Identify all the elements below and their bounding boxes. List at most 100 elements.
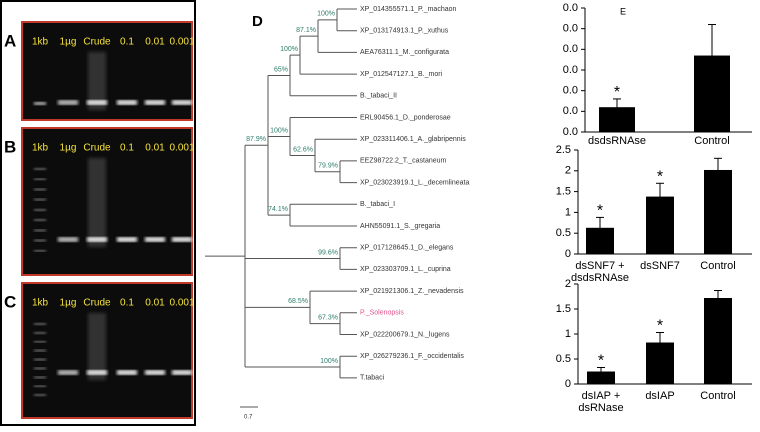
bootstrap-label: 100% xyxy=(320,358,338,365)
lane-label: 0.1 xyxy=(120,37,134,48)
bootstrap-label: 99.6% xyxy=(318,249,338,256)
leaf-label: XP_023023919.1_L._decemlineata xyxy=(360,179,469,186)
leaf-label: B._tabaci_I xyxy=(360,201,395,208)
y-tick-label: 0 xyxy=(565,378,571,390)
lane-label: 0.01 xyxy=(145,143,165,154)
ladder-band xyxy=(34,208,46,211)
lane-label: 0.01 xyxy=(145,298,165,309)
dna-band xyxy=(87,237,107,242)
ladder-band xyxy=(34,219,46,222)
dna-band xyxy=(145,237,165,242)
lane-label: 0.001 xyxy=(169,298,194,309)
y-tick-label: 0.0 xyxy=(563,105,578,117)
ladder-band xyxy=(34,394,46,397)
y-tick-label: 0.0 xyxy=(563,64,578,76)
lane-label: 0.01 xyxy=(145,37,165,48)
gel-image xyxy=(21,127,193,276)
ladder-band xyxy=(34,229,46,232)
smear xyxy=(88,52,106,110)
y-tick-label: 0.0 xyxy=(563,43,578,55)
bootstrap-label: 100% xyxy=(317,11,335,18)
y-tick-label: 0 xyxy=(565,248,571,260)
significance-mark: * xyxy=(597,203,603,220)
y-tick-label: 1 xyxy=(565,328,571,340)
leaf-label: XP_023311406.1_A._glabripennis xyxy=(360,136,466,143)
ladder-band xyxy=(34,239,46,242)
ladder-band xyxy=(34,198,46,201)
bootstrap-label: 68.5% xyxy=(288,298,308,305)
leaf-label: B._tabaci_II xyxy=(360,93,397,100)
ladder-band xyxy=(34,376,46,379)
x-tick-label: dsSNF7 + dsdsRNAse xyxy=(570,260,630,284)
leaf-label: XP_013174913.1_P._xuthus xyxy=(360,28,449,35)
smear xyxy=(88,158,106,247)
chart-title: E xyxy=(620,6,626,16)
x-tick-label: dsSNF7 xyxy=(640,260,680,272)
leaf-label: XP_021921306.1_Z._nevadensis xyxy=(360,288,464,295)
panel-letter: D xyxy=(252,13,263,30)
bar xyxy=(704,169,732,254)
y-tick-label: 2 xyxy=(565,165,571,177)
x-tick-label: dsIAP xyxy=(645,390,675,402)
bootstrap-label: 87.1% xyxy=(296,27,316,34)
ladder-band xyxy=(34,188,46,191)
lane-label: 1µg xyxy=(60,143,77,154)
ladder-band xyxy=(34,340,46,343)
gel-letter: A xyxy=(4,31,16,50)
lane-label: 0.1 xyxy=(120,143,134,154)
gel-frame xyxy=(0,0,196,426)
x-tick-label: Control xyxy=(700,390,736,402)
bootstrap-label: 67.3% xyxy=(318,314,338,321)
lane-label: Crude xyxy=(83,143,111,154)
lane-label: 0.001 xyxy=(169,37,194,48)
leaf-label: XP_022200679.1_N._lugens xyxy=(360,331,450,338)
lane-label: 1µg xyxy=(60,298,77,309)
significance-mark: * xyxy=(614,84,620,101)
y-tick-label: 0.0 xyxy=(563,2,578,14)
y-tick-label: 2 xyxy=(565,278,571,290)
y-tick-label: 0.0 xyxy=(563,23,578,35)
bootstrap-label: 100% xyxy=(280,46,298,53)
lane-label: Crude xyxy=(83,37,111,48)
leaf-label: ERL90456.1_D._ponderosae xyxy=(360,114,451,121)
ladder-band xyxy=(34,323,46,325)
lane-label: 1µg xyxy=(60,37,77,48)
significance-mark: * xyxy=(598,353,604,370)
dna-band xyxy=(172,237,192,242)
leaf-label: XP_012547127.1_B._mori xyxy=(360,71,443,78)
x-tick-label: dsdsRNAse xyxy=(587,135,647,147)
lane-label: 1kb xyxy=(32,37,49,48)
dna-band xyxy=(87,100,107,105)
y-tick-label: 0.5 xyxy=(556,353,571,365)
x-tick-label: Control xyxy=(700,260,736,272)
y-tick-label: 0.0 xyxy=(563,126,578,138)
ladder-band xyxy=(34,168,46,170)
leaf-label: P._Solenopsis xyxy=(360,310,404,317)
ladder-band xyxy=(34,331,46,334)
y-tick-label: 0.0 xyxy=(563,85,578,97)
bootstrap-label: 100% xyxy=(270,127,288,134)
bootstrap-label: 62.6% xyxy=(293,146,313,153)
x-tick-label: Control xyxy=(694,135,730,147)
ladder-band xyxy=(34,178,46,181)
lane-label: 0.1 xyxy=(120,298,134,309)
dna-band xyxy=(87,370,107,375)
lane-label: 0.001 xyxy=(169,143,194,154)
dna-band xyxy=(145,370,165,375)
ladder-band xyxy=(34,249,46,252)
y-tick-label: 1 xyxy=(565,206,571,218)
ladder-band xyxy=(34,102,46,105)
leaf-label: XP_017128645.1_D._elegans xyxy=(360,245,454,252)
dna-band xyxy=(172,370,192,375)
leaf-label: XP_023303709.1_L._cuprina xyxy=(360,266,451,273)
dna-band xyxy=(145,100,165,105)
bar xyxy=(587,371,615,384)
lane-label: 1kb xyxy=(32,143,49,154)
dna-band xyxy=(58,237,78,242)
significance-mark: * xyxy=(657,318,663,335)
leaf-label: EEZ98722.2_T._castaneum xyxy=(360,158,447,165)
bar xyxy=(704,298,732,384)
leaf-label: T.tabaci xyxy=(360,375,385,382)
dna-band xyxy=(117,370,137,375)
